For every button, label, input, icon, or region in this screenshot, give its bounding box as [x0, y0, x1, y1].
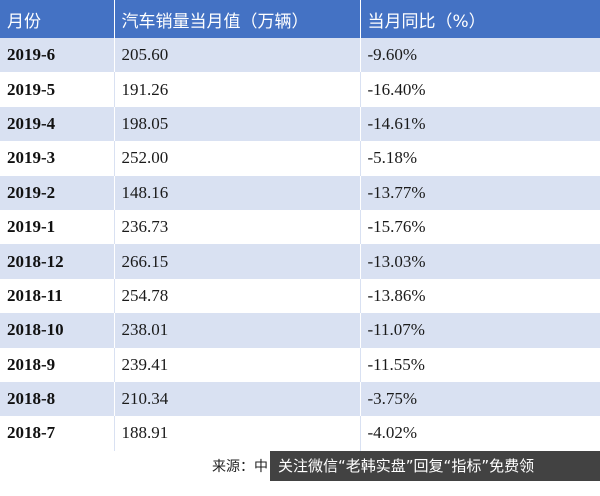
cell-month: 2019-4 — [0, 106, 115, 142]
cell-yoy: -9.60% — [367, 45, 418, 65]
cell-sales: 266.15 — [114, 244, 361, 279]
cell-yoy: -5.18% — [360, 141, 600, 176]
cell-month: 2019-2 — [0, 175, 115, 210]
cell-month: 2018-12 — [0, 244, 115, 279]
cell-yoy: -13.86% — [360, 278, 600, 314]
auto-sales-table: 月份 汽车销量当月值（万辆） 当月同比（%） 2019-6 205.60 -9.… — [0, 0, 600, 451]
table-row: 2018-8 210.34 -3.75% — [0, 381, 600, 417]
table-row: 2019-2 148.16 -13.77% — [0, 175, 600, 210]
cell-sales: 254.78 — [114, 278, 361, 314]
cell-month: 2018-9 — [0, 347, 115, 382]
cell-yoy: -4.02% — [360, 416, 600, 451]
table-row: 2018-7 188.91 -4.02% — [0, 416, 600, 451]
table-row: 2018-9 239.41 -11.55% — [0, 347, 600, 382]
cell-sales: 210.34 — [114, 381, 361, 417]
table-row: 2019-3 252.00 -5.18% — [0, 141, 600, 176]
cell-sales: 205.60 — [114, 38, 361, 73]
cell-sales: 148.16 — [114, 175, 361, 210]
header-sales: 汽车销量当月值（万辆） — [114, 0, 361, 38]
source-label: 来源：中 — [212, 459, 268, 475]
table-footer: 来源：中 关注微信“老韩实盘”回复“指标”免费领 — [0, 451, 600, 496]
table-row: 2018-12 266.15 -13.03% — [0, 244, 600, 279]
cell-yoy: -13.03% — [367, 251, 426, 271]
table-row: 2018-11 254.78 -13.86% — [0, 278, 600, 314]
table-row: 2019-4 198.05 -14.61% — [0, 106, 600, 142]
wechat-watermark-banner: 关注微信“老韩实盘”回复“指标”免费领 — [270, 451, 600, 481]
table-row: 2019-5 191.26 -16.40% — [0, 72, 600, 107]
cell-yoy: -13.77% — [367, 182, 426, 202]
cell-sales: 198.05 — [114, 106, 361, 142]
cell-sales: 191.26 — [114, 72, 361, 107]
cell-month: 2019-5 — [0, 72, 115, 107]
cell-yoy: -11.07% — [367, 320, 425, 340]
header-yoy: 当月同比（%） — [367, 11, 486, 32]
table-row: 2019-6 205.60 -9.60% — [0, 38, 600, 73]
cell-sales: 236.73 — [114, 209, 361, 245]
cell-month: 2019-6 — [0, 38, 115, 73]
cell-month: 2018-8 — [0, 381, 115, 417]
cell-yoy: -16.40% — [360, 72, 600, 107]
cell-month: 2019-1 — [0, 209, 115, 245]
cell-yoy: -3.75% — [367, 389, 418, 409]
table-header-row: 月份 汽车销量当月值（万辆） 当月同比（%） — [0, 0, 600, 38]
cell-month: 2019-3 — [0, 141, 115, 176]
cell-yoy: -15.76% — [360, 209, 600, 245]
cell-yoy: -14.61% — [367, 113, 426, 133]
table-row: 2018-10 238.01 -11.07% — [0, 313, 600, 348]
cell-sales: 188.91 — [114, 416, 361, 451]
sales-table-container: 月份 汽车销量当月值（万辆） 当月同比（%） 2019-6 205.60 -9.… — [0, 0, 600, 451]
cell-sales: 252.00 — [114, 141, 361, 176]
cell-month: 2018-7 — [0, 416, 115, 451]
cell-sales: 238.01 — [114, 313, 361, 348]
table-row: 2019-1 236.73 -15.76% — [0, 209, 600, 245]
cell-month: 2018-11 — [0, 278, 115, 314]
header-month: 月份 — [0, 0, 115, 38]
cell-month: 2018-10 — [0, 313, 115, 348]
cell-sales: 239.41 — [114, 347, 361, 382]
cell-yoy: -11.55% — [360, 347, 600, 382]
